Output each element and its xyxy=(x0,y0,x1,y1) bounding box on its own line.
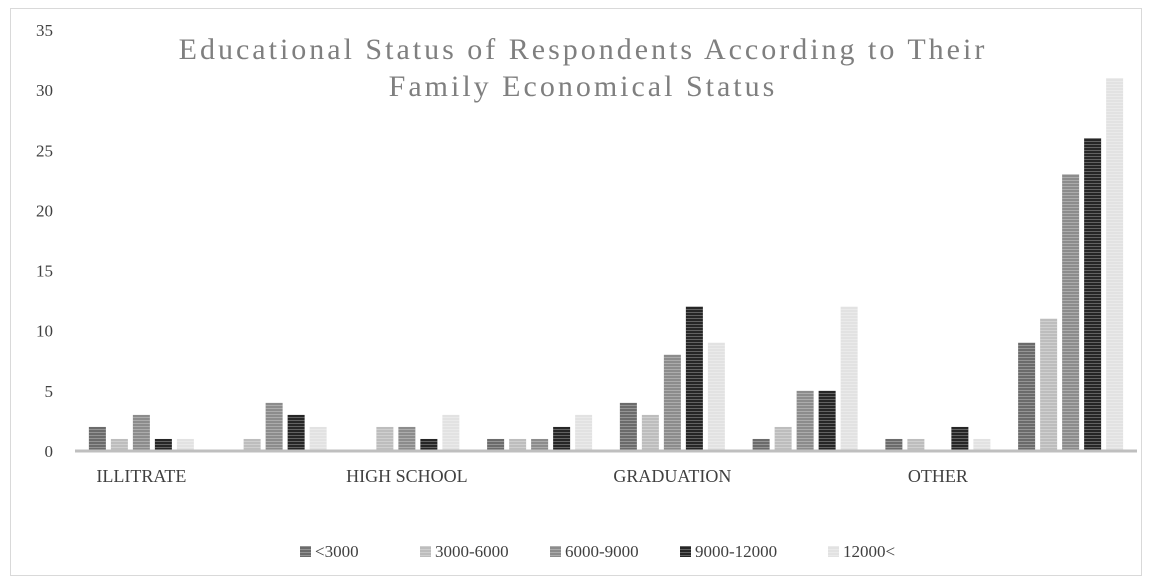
legend-label: 9000-12000 xyxy=(695,542,777,561)
bar-texture xyxy=(398,426,416,451)
bar-texture xyxy=(840,306,858,451)
bar-texture xyxy=(1040,318,1058,451)
x-category-label: OTHER xyxy=(908,466,968,486)
x-category-label: HIGH SCHOOL xyxy=(346,466,468,486)
legend-swatch-texture xyxy=(680,546,691,557)
bar-texture xyxy=(154,438,172,451)
bar-texture xyxy=(774,426,792,451)
bar-texture xyxy=(1084,138,1102,451)
chart-title-line-1: Educational Status of Respondents Accord… xyxy=(179,33,988,66)
y-tick-label: 20 xyxy=(36,201,53,220)
bar-texture xyxy=(287,414,305,451)
bar-texture xyxy=(796,390,814,451)
bars xyxy=(88,78,1124,452)
bar-texture xyxy=(641,414,659,451)
bar-texture xyxy=(907,438,925,451)
bar-texture xyxy=(309,426,327,451)
legend-swatch-texture xyxy=(300,546,311,557)
bar-texture xyxy=(243,438,261,451)
y-tick-label: 5 xyxy=(45,382,54,401)
y-tick-label: 30 xyxy=(36,81,53,100)
x-category-label: ILLITRATE xyxy=(96,466,186,486)
bar-texture xyxy=(885,438,903,451)
bar-texture xyxy=(951,426,969,451)
bar-texture xyxy=(132,414,150,451)
bar-texture xyxy=(685,306,703,451)
bar-texture xyxy=(818,390,836,451)
bar-texture xyxy=(509,438,527,451)
legend-label: <3000 xyxy=(315,542,359,561)
legend-swatch-texture xyxy=(828,546,839,557)
bar-texture xyxy=(707,342,725,451)
bar-texture xyxy=(752,438,770,451)
bar-texture xyxy=(1106,78,1124,451)
bar-texture xyxy=(973,438,991,451)
chart-title-line-2: Family Economical Status xyxy=(389,70,778,103)
y-tick-label: 35 xyxy=(36,21,53,40)
y-tick-label: 25 xyxy=(36,141,53,160)
bar-texture xyxy=(88,426,106,451)
legend-label: 6000-9000 xyxy=(565,542,639,561)
bar-texture xyxy=(176,438,194,451)
bar-texture xyxy=(1062,174,1080,452)
x-category-label: GRADUATION xyxy=(613,466,731,486)
bar-texture xyxy=(531,438,549,451)
bar-texture xyxy=(487,438,505,451)
chart-frame xyxy=(10,8,1142,576)
y-axis: 0 5 10 15 20 25 30 35 xyxy=(36,21,53,461)
bar-texture xyxy=(420,438,438,451)
y-tick-label: 0 xyxy=(45,442,54,461)
bar-texture xyxy=(553,426,571,451)
chart-title: Educational Status of Respondents Accord… xyxy=(179,33,988,103)
legend-swatch-texture xyxy=(420,546,431,557)
legend-label: 12000< xyxy=(843,542,895,561)
legend-swatch-texture xyxy=(550,546,561,557)
x-axis: ILLITRATE HIGH SCHOOL GRADUATION OTHER xyxy=(75,449,1137,486)
bar-texture xyxy=(619,402,637,451)
bar-texture xyxy=(1018,342,1036,451)
y-tick-label: 15 xyxy=(36,262,53,281)
bar-texture xyxy=(265,402,283,451)
bar-texture xyxy=(376,426,394,451)
y-tick-label: 10 xyxy=(36,322,53,341)
bar-texture xyxy=(575,414,593,451)
bar-texture xyxy=(663,354,681,451)
bar-texture xyxy=(110,438,128,451)
legend: <3000 3000-6000 6000-9000 9000-12000 12000< xyxy=(300,542,895,561)
legend-label: 3000-6000 xyxy=(435,542,509,561)
bar-texture xyxy=(442,414,460,451)
